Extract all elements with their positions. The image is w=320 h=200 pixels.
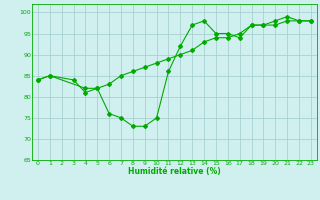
- X-axis label: Humidité relative (%): Humidité relative (%): [128, 167, 221, 176]
